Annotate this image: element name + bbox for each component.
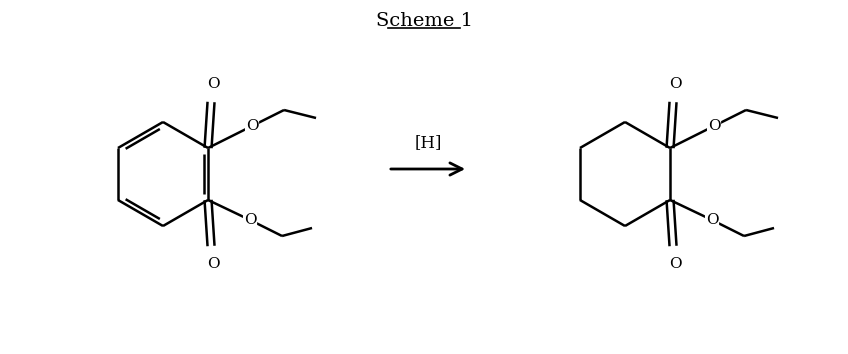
Text: O: O: [669, 257, 681, 271]
Text: Scheme 1: Scheme 1: [376, 12, 472, 30]
Text: O: O: [669, 77, 681, 91]
Text: O: O: [246, 119, 259, 133]
Text: O: O: [207, 77, 220, 91]
Text: O: O: [207, 257, 220, 271]
Text: O: O: [243, 213, 256, 227]
Text: O: O: [706, 213, 718, 227]
Text: [H]: [H]: [415, 134, 442, 151]
Text: O: O: [708, 119, 720, 133]
